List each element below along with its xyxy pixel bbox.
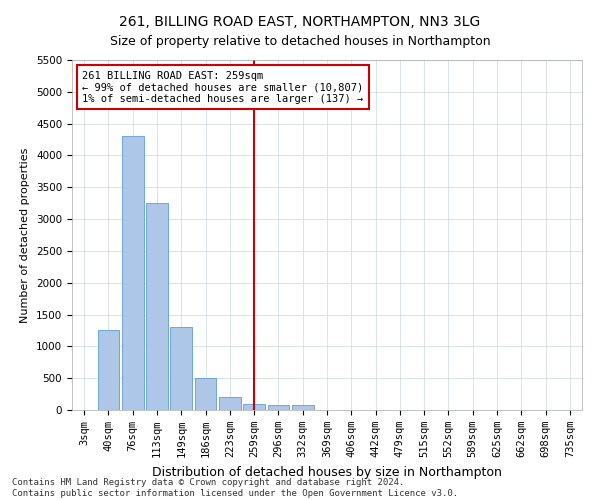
Bar xyxy=(122,136,143,410)
Y-axis label: Number of detached properties: Number of detached properties xyxy=(20,148,31,322)
Bar xyxy=(194,378,217,410)
Bar xyxy=(146,203,168,410)
Bar xyxy=(97,330,119,410)
X-axis label: Distribution of detached houses by size in Northampton: Distribution of detached houses by size … xyxy=(152,466,502,478)
Bar xyxy=(219,398,241,410)
Text: Size of property relative to detached houses in Northampton: Size of property relative to detached ho… xyxy=(110,35,490,48)
Bar xyxy=(243,404,265,410)
Text: Contains HM Land Registry data © Crown copyright and database right 2024.
Contai: Contains HM Land Registry data © Crown c… xyxy=(12,478,458,498)
Text: 261, BILLING ROAD EAST, NORTHAMPTON, NN3 3LG: 261, BILLING ROAD EAST, NORTHAMPTON, NN3… xyxy=(119,15,481,29)
Bar xyxy=(268,405,289,410)
Bar xyxy=(170,328,192,410)
Bar xyxy=(292,405,314,410)
Text: 261 BILLING ROAD EAST: 259sqm
← 99% of detached houses are smaller (10,807)
1% o: 261 BILLING ROAD EAST: 259sqm ← 99% of d… xyxy=(82,70,364,104)
